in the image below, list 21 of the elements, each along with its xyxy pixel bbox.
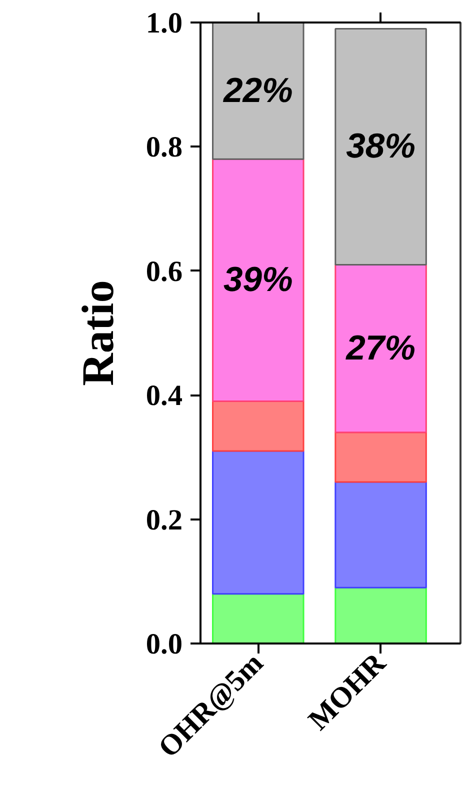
y-tick-label: 0.6: [146, 256, 183, 288]
bar: [212, 22, 304, 160]
y-tick-label: 0.8: [146, 132, 183, 164]
y-tick-label: 0.2: [146, 504, 183, 536]
y-tick-label: 1.0: [146, 8, 183, 40]
y-tick-label: 0.4: [146, 380, 183, 412]
bar: [212, 450, 304, 595]
y-axis-title: Ratio: [72, 280, 123, 386]
data-label: 39%: [223, 261, 293, 300]
data-label: 27%: [345, 330, 416, 368]
bar: [334, 432, 427, 483]
bar: [334, 28, 427, 266]
bar: [334, 481, 427, 588]
bar: [212, 400, 304, 452]
bar: [212, 158, 304, 402]
data-label: 38%: [346, 128, 416, 166]
bar: [212, 593, 304, 644]
data-label: 22%: [222, 72, 293, 110]
bar: [334, 586, 427, 644]
y-tick-label: 0.0: [146, 628, 183, 660]
bar: [334, 264, 427, 434]
